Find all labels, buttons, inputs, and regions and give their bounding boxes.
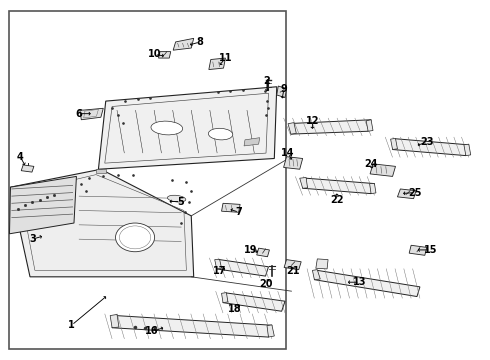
Text: 10: 10 <box>148 49 161 59</box>
Text: 24: 24 <box>364 159 378 169</box>
Polygon shape <box>370 164 395 176</box>
Polygon shape <box>244 138 260 146</box>
Polygon shape <box>409 245 427 255</box>
Polygon shape <box>21 165 34 172</box>
Circle shape <box>116 223 155 252</box>
Polygon shape <box>288 123 296 134</box>
Polygon shape <box>105 93 269 163</box>
Ellipse shape <box>208 128 233 140</box>
Text: 20: 20 <box>259 279 273 289</box>
Polygon shape <box>392 139 469 156</box>
Text: 12: 12 <box>306 116 319 126</box>
Text: 19: 19 <box>244 245 258 255</box>
Polygon shape <box>221 293 228 303</box>
Text: 16: 16 <box>146 326 159 336</box>
Polygon shape <box>9 176 76 234</box>
Text: 8: 8 <box>196 37 203 47</box>
Polygon shape <box>98 87 277 169</box>
Polygon shape <box>112 316 272 337</box>
Polygon shape <box>303 178 374 194</box>
Text: 5: 5 <box>177 197 184 207</box>
Polygon shape <box>173 39 194 50</box>
Polygon shape <box>221 203 240 212</box>
Text: 15: 15 <box>424 245 438 255</box>
Text: 18: 18 <box>228 304 242 314</box>
Polygon shape <box>277 86 287 98</box>
Ellipse shape <box>151 121 183 135</box>
Text: 6: 6 <box>75 109 82 119</box>
Text: 7: 7 <box>236 207 243 217</box>
Bar <box>9 12 286 348</box>
Polygon shape <box>267 325 274 337</box>
Polygon shape <box>464 144 471 156</box>
Text: 22: 22 <box>330 195 343 205</box>
Polygon shape <box>391 138 397 149</box>
Text: 21: 21 <box>286 266 299 276</box>
Polygon shape <box>366 120 373 131</box>
Polygon shape <box>96 169 106 173</box>
Polygon shape <box>257 248 270 257</box>
Polygon shape <box>110 315 119 328</box>
Polygon shape <box>397 189 416 199</box>
Text: 13: 13 <box>353 277 367 287</box>
Text: 9: 9 <box>281 84 288 94</box>
Polygon shape <box>80 108 103 120</box>
Polygon shape <box>159 51 171 58</box>
Text: 2: 2 <box>264 76 270 86</box>
Text: 4: 4 <box>17 152 24 162</box>
Polygon shape <box>313 270 320 280</box>
Text: 23: 23 <box>420 138 434 147</box>
Polygon shape <box>284 260 301 270</box>
Polygon shape <box>291 120 371 134</box>
Polygon shape <box>10 169 194 277</box>
Polygon shape <box>369 184 376 194</box>
Polygon shape <box>284 157 303 169</box>
Text: 1: 1 <box>68 320 75 330</box>
Ellipse shape <box>168 195 186 202</box>
Polygon shape <box>223 293 285 311</box>
Text: 25: 25 <box>408 188 422 198</box>
Text: 3: 3 <box>29 234 36 244</box>
Polygon shape <box>215 259 221 269</box>
Polygon shape <box>209 58 225 69</box>
Text: 11: 11 <box>219 53 232 63</box>
Polygon shape <box>217 260 269 276</box>
Text: 17: 17 <box>213 266 226 276</box>
Polygon shape <box>315 270 420 297</box>
Text: 14: 14 <box>281 148 295 158</box>
Polygon shape <box>300 177 308 188</box>
Polygon shape <box>316 259 328 269</box>
